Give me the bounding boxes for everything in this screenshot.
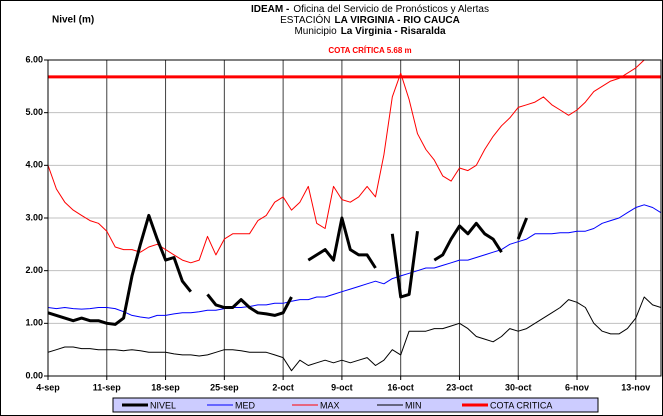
x-tick-label: 11-sep [93,382,122,392]
x-tick-label: 23-oct [446,382,473,392]
title-part: ESTACIÓN [280,13,330,26]
chart-title: ESTACIÓN LA VIRGINIA - RIO CAUCA [280,13,460,26]
x-tick-label: 9-oct [331,382,353,392]
x-tick-label: 18-sep [151,382,180,392]
y-tick-label: 0.00 [25,370,43,380]
critical-note: COTA CRÍTICA 5.68 m [328,46,411,55]
legend-box [112,397,599,413]
plot-frame [47,59,662,377]
legend-label: MED [235,400,256,410]
series-line [48,296,661,372]
x-tick-label: 2-oct [272,382,294,392]
legend-label: MIN [405,400,422,410]
legend-label: COTA CRITICA [490,400,552,410]
series-line [48,204,661,319]
legend-label: MAX [320,400,340,410]
x-tick-label: 16-oct [387,382,414,392]
x-tick-label: 4-sep [36,382,60,392]
series-line [48,59,645,264]
title-part: IDEAM - [251,4,289,15]
x-tick-label: 13-nov [621,382,650,392]
y-tick-label: 5.00 [25,107,43,117]
y-tick-label: 1.00 [25,318,43,328]
title-part: Oficina del Servicio de Pronósticos y Al… [293,4,489,15]
legend-label: NIVEL [150,400,176,410]
x-tick-label: 6-nov [565,382,589,392]
chart-title: IDEAM - Oficina del Servicio de Pronóstic… [251,4,489,15]
title-part: La Virginia - Risaralda [341,26,446,37]
y-axis-label: Nivel (m) [52,15,94,26]
title-part: LA VIRGINIA - RIO CAUCA [335,15,460,26]
y-tick-label: 4.00 [25,160,43,170]
title-part: Municipio [294,26,337,37]
y-tick-label: 2.00 [25,265,43,275]
y-tick-label: 3.00 [25,212,43,222]
chart-title: Municipio La Virginia - Risaralda [294,26,446,37]
x-tick-label: 30-oct [505,382,532,392]
series-line [48,213,528,326]
y-tick-label: 6.00 [25,54,43,64]
x-tick-label: 25-sep [210,382,239,392]
